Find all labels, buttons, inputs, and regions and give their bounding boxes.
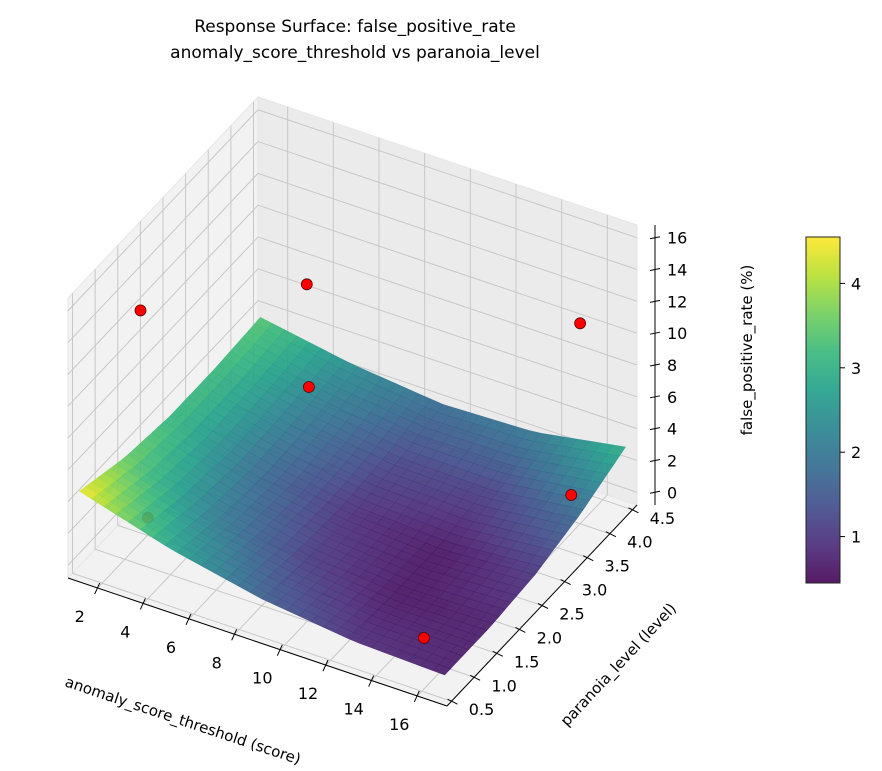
y-tick-label: 4.5 — [650, 509, 675, 528]
y-tick-label: 3.0 — [582, 581, 607, 600]
x-tick-label: 16 — [389, 715, 409, 734]
z-tick-label: 0 — [667, 483, 677, 502]
y-tick — [583, 555, 594, 562]
y-tick — [469, 674, 481, 681]
y-tick — [605, 531, 617, 538]
z-tick-label: 2 — [667, 451, 677, 470]
observed-point — [302, 381, 315, 393]
x-tick — [94, 582, 101, 595]
z-tick-label: 16 — [667, 229, 687, 248]
z-tick-label: 14 — [667, 261, 687, 280]
colorbar-tick-label: 3 — [851, 359, 861, 378]
x-tick — [139, 598, 146, 610]
y-tick-label: 0.5 — [469, 700, 494, 719]
z-tick — [649, 268, 661, 272]
x-tick — [368, 675, 375, 687]
x-tick-label: 10 — [252, 669, 272, 688]
y-tick-label: 2.5 — [559, 605, 584, 624]
back-grid-z — [257, 236, 638, 366]
x-tick — [276, 644, 283, 656]
z-tick — [649, 299, 661, 303]
y-tick-label: 4.0 — [627, 533, 652, 552]
y-tick — [515, 626, 526, 633]
back-grid-z — [257, 109, 638, 239]
observed-point — [565, 489, 578, 501]
y-tick-label: 1.5 — [514, 652, 539, 671]
x-tick — [231, 629, 238, 641]
chart-subtitle: anomaly_score_threshold vs paranoia_leve… — [170, 43, 540, 63]
x-tick — [185, 613, 192, 626]
z-tick-label: 4 — [667, 420, 677, 439]
x-tick-label: 8 — [212, 653, 222, 672]
back-grid-z — [257, 172, 638, 302]
colorbar-tick-label: 1 — [851, 528, 861, 547]
colorbar-tick-label: 4 — [851, 274, 861, 293]
y-tick-label: 2.0 — [537, 628, 562, 647]
z-tick — [649, 331, 661, 335]
observed-point — [417, 632, 430, 644]
z-tick — [649, 458, 661, 462]
x-tick-label: 4 — [120, 622, 130, 641]
x-tick — [413, 690, 420, 703]
z-tick-label: 12 — [667, 292, 687, 311]
z-tick-label: 10 — [667, 324, 687, 343]
left-grid-z — [67, 141, 259, 343]
y-tick — [560, 579, 571, 586]
z-tick — [649, 427, 661, 431]
z-tick — [649, 236, 661, 240]
colorbar: 1 2 3 4 — [805, 236, 861, 584]
colorbar-gradient — [805, 236, 841, 584]
back-grid-z — [257, 268, 638, 398]
left-grid-z — [67, 300, 259, 502]
observed-point — [574, 317, 586, 330]
observed-point — [300, 278, 313, 291]
y-tick-label: 3.5 — [605, 557, 630, 576]
y-tick — [492, 650, 503, 657]
x-tick-label: 2 — [75, 607, 85, 626]
x-tick-label: 6 — [166, 638, 176, 657]
x-tick-label: 14 — [343, 700, 363, 719]
left-grid-z — [67, 204, 259, 407]
surface-patch — [432, 663, 452, 676]
observed-points — [134, 278, 586, 644]
z-tick — [649, 490, 661, 494]
y-tick — [447, 698, 458, 705]
colorbar-tick-label: 2 — [851, 443, 861, 462]
z-tick — [649, 395, 661, 399]
left-grid-z — [67, 236, 259, 439]
back-grid-z — [257, 204, 638, 334]
back-grid-z — [257, 300, 638, 430]
left-grid-z — [67, 268, 259, 471]
chart-title: Response Surface: false_positive_rate — [194, 17, 516, 37]
back-grid-z — [257, 141, 638, 271]
left-grid-z — [67, 173, 259, 375]
x-axis-line — [67, 577, 448, 707]
z-tick — [649, 363, 661, 367]
x-tick-label: 12 — [298, 684, 318, 703]
y-tick-label: 1.0 — [491, 676, 516, 695]
axes: 2 4 6 8 10 12 14 16 0.5 1.0 1.5 2.0 2.5 3.0 3.5 4.0 4.5 0… — [67, 225, 687, 734]
z-tick-label: 6 — [667, 388, 677, 407]
z-tick-label: 8 — [667, 356, 677, 375]
y-tick — [537, 603, 549, 609]
observed-point — [134, 304, 147, 317]
x-tick — [322, 659, 329, 672]
floor-grid-y — [72, 572, 452, 702]
z-axis-label: false_positive_rate (%) — [738, 265, 757, 436]
left-grid-z — [67, 109, 259, 312]
y-tick — [628, 507, 639, 514]
